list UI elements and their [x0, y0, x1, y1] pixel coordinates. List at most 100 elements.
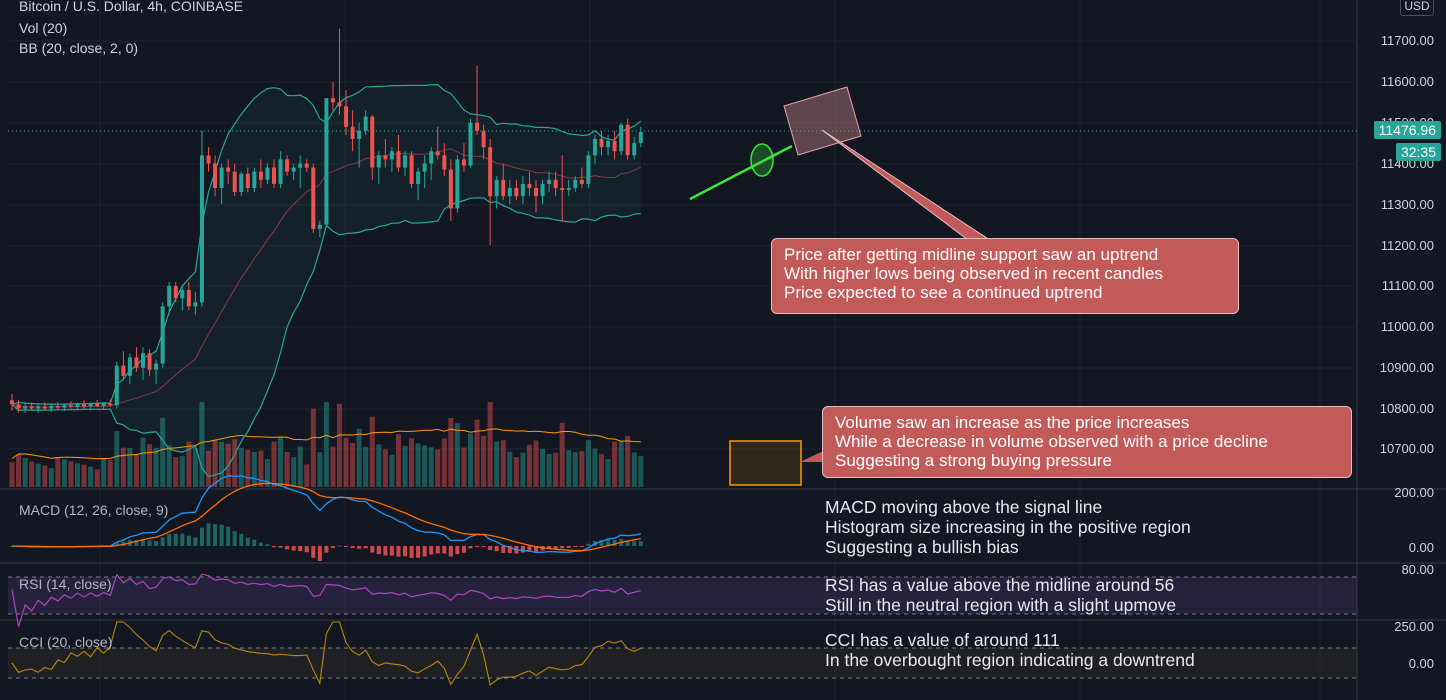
macd-histogram-bar: [173, 533, 178, 546]
rsi-note: RSI has a value above the midline around…: [825, 575, 1175, 595]
volume-bar: [192, 448, 198, 487]
volume-bar: [572, 452, 578, 487]
volume-bar: [323, 402, 329, 487]
macd-histogram-bar: [612, 540, 617, 546]
candle-body: [540, 183, 545, 197]
volume-bar: [219, 442, 225, 487]
macd-histogram-bar: [409, 546, 414, 558]
candle-body: [599, 138, 604, 148]
candle-body: [396, 151, 401, 168]
volume-bar: [35, 463, 41, 487]
volume-bar: [579, 451, 585, 487]
candle-body: [579, 179, 584, 184]
macd-histogram-bar: [324, 546, 329, 553]
volume-bar: [310, 408, 316, 487]
volume-bar: [599, 453, 604, 487]
candle-body: [442, 155, 447, 170]
volume-bar: [88, 466, 94, 487]
rsi-axis-label: 80.00: [1401, 562, 1434, 577]
macd-histogram-bar: [376, 546, 381, 555]
candle-body: [638, 132, 643, 144]
volume-callout-line: Volume saw an increase as the price incr…: [835, 413, 1190, 432]
rsi-line: [11, 573, 641, 627]
volume-bar: [61, 459, 67, 487]
volume-bar: [68, 461, 74, 487]
candle-body: [42, 406, 47, 409]
candle-body: [16, 404, 21, 409]
volume-bar: [16, 454, 22, 487]
volume-bar: [402, 445, 408, 487]
volume-indicator-label[interactable]: Vol (20): [19, 20, 68, 36]
cci-label[interactable]: CCI (20, close): [19, 634, 113, 650]
candle-body: [475, 122, 480, 131]
volume-bar: [500, 440, 506, 487]
volume-bar: [592, 448, 598, 487]
macd-histogram-bar: [448, 546, 453, 557]
candle-body: [357, 130, 362, 139]
macd-histogram-bar: [154, 541, 159, 546]
volume-bar: [212, 440, 218, 487]
candle-body: [134, 357, 139, 368]
macd-histogram-bar: [114, 542, 119, 546]
candle-body: [547, 179, 552, 184]
volume-bars: [9, 402, 644, 487]
price-axis-label: 11700.00: [1380, 33, 1434, 48]
price-callout[interactable]: Price after getting midline support saw …: [771, 238, 1239, 314]
volume-bar: [101, 458, 107, 487]
macd-histogram-bar: [632, 541, 637, 546]
candle-body: [625, 124, 630, 156]
candle-body: [586, 155, 591, 184]
volume-bar: [559, 422, 565, 487]
volume-bar: [376, 444, 382, 487]
cci-note: In the overbought region indicating a do…: [825, 650, 1195, 670]
volume-callout[interactable]: Volume saw an increase as the price incr…: [822, 406, 1352, 478]
volume-bar: [415, 443, 421, 487]
volume-bar: [494, 441, 500, 487]
bollinger-indicator-label[interactable]: BB (20, close, 2, 0): [19, 40, 139, 56]
volume-bar: [173, 457, 179, 487]
candle-body: [448, 169, 453, 209]
cci-line: [11, 621, 642, 686]
volume-bar: [75, 463, 80, 487]
drawings[interactable]: [689, 86, 1003, 486]
macd-histogram-bar: [468, 546, 473, 549]
candle-body: [350, 126, 355, 139]
volume-bar: [271, 441, 277, 487]
candle-body: [36, 406, 41, 409]
macd-histogram-bar: [147, 540, 152, 546]
macd-histogram-bar: [298, 546, 303, 552]
volume-bar: [22, 458, 28, 487]
volume-bar: [258, 450, 264, 487]
macd-histogram-bar: [180, 533, 185, 546]
candle-body: [363, 116, 368, 131]
candlestick-series[interactable]: [10, 28, 643, 413]
macd-label[interactable]: MACD (12, 26, close, 9): [19, 502, 169, 518]
volume-bar: [317, 452, 323, 487]
rsi-band: [8, 577, 1357, 614]
rsi-label[interactable]: RSI (14, close): [19, 576, 112, 592]
cci-band: [8, 648, 1357, 678]
macd-histogram-bar: [350, 546, 355, 548]
candle-body: [75, 404, 80, 407]
macd-histogram-bar: [435, 546, 440, 554]
candle-body: [239, 173, 244, 193]
candle-body: [507, 187, 512, 197]
volume-bar: [264, 459, 270, 487]
candle-body: [226, 167, 231, 172]
candle-body: [291, 167, 296, 172]
symbol-title[interactable]: Bitcoin / U.S. Dollar, 4h, COINBASE: [19, 0, 244, 14]
candle-body: [127, 357, 132, 376]
price-axis-label: 11300.00: [1380, 197, 1434, 212]
higher-low-marker: [750, 143, 774, 177]
volume-bar: [553, 452, 559, 487]
volume-bar: [251, 451, 257, 487]
candle-body: [101, 403, 106, 407]
currency-button[interactable]: USD: [1400, 0, 1434, 16]
candle-body: [193, 302, 198, 307]
candle-body: [258, 171, 263, 180]
volume-bar: [533, 440, 539, 487]
candle-body: [95, 403, 100, 407]
volume-bar: [546, 454, 552, 487]
bar-countdown: 32:35: [1395, 143, 1441, 161]
